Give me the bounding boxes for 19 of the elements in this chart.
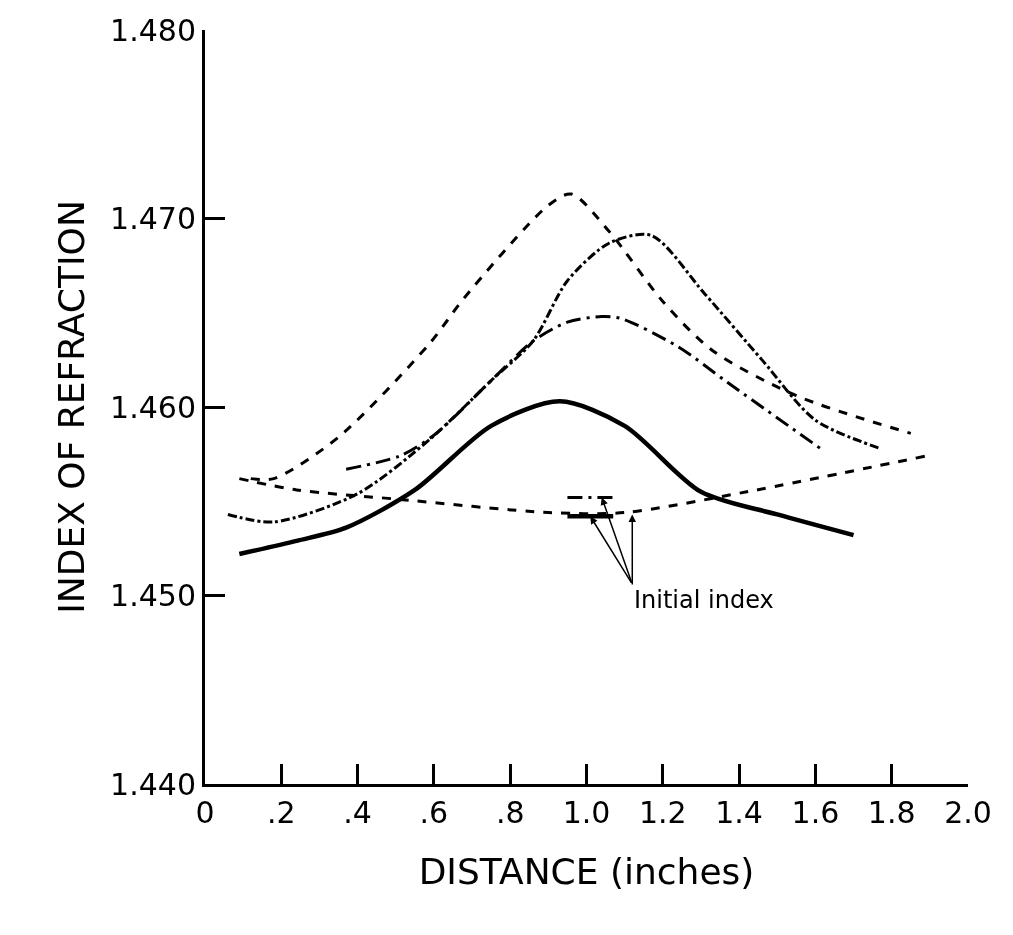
x-tick-label: .8 xyxy=(495,795,525,830)
x-tick-label: .4 xyxy=(343,795,372,830)
x-tick-label: 0 xyxy=(195,795,215,830)
x-tick-label: 1.6 xyxy=(791,795,840,830)
x-tick-label: .6 xyxy=(419,795,449,830)
y-axis-title: INDEX OF REFRACTION xyxy=(51,200,93,614)
x-tick-label: 1.4 xyxy=(715,795,763,830)
x-tick-label: 2.0 xyxy=(944,795,992,830)
y-tick-label: 1.460 xyxy=(110,389,196,425)
x-tick-label: 1.8 xyxy=(867,795,916,830)
y-tick-label: 1.480 xyxy=(110,12,196,48)
x-tick-label: 1.2 xyxy=(638,795,687,830)
y-tick-label: 1.450 xyxy=(110,578,196,613)
y-tick-label: 1.470 xyxy=(110,201,196,236)
x-tick-label: .2 xyxy=(266,795,296,830)
annotation: Initial index xyxy=(634,586,774,614)
x-tick-label: 1.0 xyxy=(562,795,611,830)
y-tick-label: 1.440 xyxy=(110,766,196,802)
x-axis-title: DISTANCE (inches) xyxy=(418,850,755,892)
